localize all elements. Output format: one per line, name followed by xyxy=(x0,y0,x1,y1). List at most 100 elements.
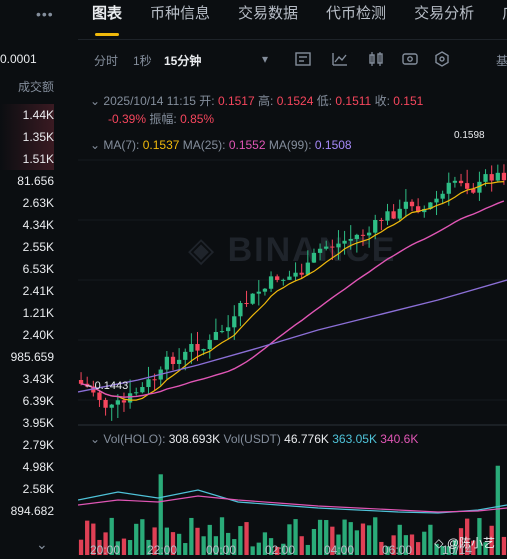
candle-body xyxy=(164,356,170,370)
vol-ma1-value: 363.05K xyxy=(332,432,377,446)
candle-body xyxy=(207,339,212,350)
volume-bar xyxy=(501,536,507,555)
candle-body xyxy=(342,240,347,244)
volume-bar xyxy=(348,522,353,555)
candle-body xyxy=(311,252,317,263)
candle-body xyxy=(317,248,323,253)
ma7-label: MA(7): xyxy=(103,138,140,152)
more-icon[interactable]: ••• xyxy=(36,6,54,22)
candle-body xyxy=(134,392,139,394)
turnover-item: 3.95K xyxy=(22,416,54,430)
candle-body xyxy=(238,303,243,317)
low-mark: ⎯ 0.1443 xyxy=(86,380,129,392)
volume-bar xyxy=(465,518,470,555)
turnover-item: 81.656 xyxy=(17,174,54,188)
candle-body xyxy=(324,246,329,249)
collapse-icon[interactable]: ⌄ xyxy=(90,138,104,152)
turnover-item: 2.79K xyxy=(22,438,54,452)
ohlc-info: ⌄ 2025/10/14 11:15 开: 0.1517 高: 0.1524 低… xyxy=(90,92,423,109)
hexagon-icon[interactable] xyxy=(433,50,451,68)
candle-body xyxy=(434,198,439,203)
low-value: 0.1511 xyxy=(335,94,372,108)
candle-body xyxy=(219,331,225,333)
turnover-item: 894.682 xyxy=(10,504,54,518)
kline-chart[interactable]: ◈ BINANCE ⌄ 2025/10/14 11:15 开: 0.1517 高… xyxy=(78,80,507,559)
candle-body xyxy=(458,180,464,184)
volume-bar xyxy=(195,527,200,555)
chevron-down-icon[interactable]: ⌄ xyxy=(36,536,48,552)
candle-body xyxy=(152,379,157,381)
volume-bar xyxy=(281,543,286,555)
candle-body xyxy=(379,219,384,221)
amp-label: 振幅: xyxy=(149,112,177,126)
candle-body xyxy=(293,272,298,277)
draw-line-icon[interactable] xyxy=(331,50,349,68)
chart-canvas[interactable] xyxy=(78,80,507,559)
candle-body xyxy=(354,234,359,239)
turnover-item: 1.35K xyxy=(0,126,54,148)
change-info: -0.39% 振幅: 0.85% xyxy=(108,110,214,127)
volume-bar xyxy=(121,538,127,555)
volume-bar xyxy=(428,524,433,555)
high-mark: 0.1598 xyxy=(454,130,485,141)
turnover-list: 1.44K 1.35K 1.51K 81.656 2.63K 4.34K 2.55K 6.53… xyxy=(0,104,54,522)
candle-body xyxy=(397,208,402,219)
share-icon: ◇ xyxy=(434,536,444,550)
volume-bar xyxy=(226,532,231,555)
tab-2[interactable]: 交易数据 xyxy=(238,5,299,22)
candle-body xyxy=(422,208,427,213)
volume-bar xyxy=(305,544,310,555)
volume-bar xyxy=(158,474,163,555)
volume-bar xyxy=(256,542,261,555)
chart-toolbar: 分时 1秒 15分钟 ▾ 基 xyxy=(78,40,507,80)
vol-ma2-line xyxy=(78,495,507,513)
volume-bar xyxy=(342,519,347,555)
volume-bar xyxy=(268,538,274,555)
tf-dropdown-icon[interactable]: ▾ xyxy=(262,52,269,66)
turnover-item: 1.51K xyxy=(0,148,54,170)
precision-value[interactable]: 0.0001 xyxy=(0,52,37,66)
volume-bar xyxy=(170,532,176,555)
volume-bar xyxy=(311,528,317,555)
candle-body xyxy=(495,172,500,181)
volume-bar xyxy=(324,520,329,555)
tab-1[interactable]: 币种信息 xyxy=(150,5,211,22)
collapse-icon[interactable]: ⌄ xyxy=(90,432,104,446)
turnover-item: 6.39K xyxy=(22,394,54,408)
tf-intraday[interactable]: 分时 xyxy=(94,54,119,68)
candle-body xyxy=(109,404,114,408)
candle-body xyxy=(391,211,396,219)
turnover-item: 2.41K xyxy=(22,284,54,298)
volume-bar xyxy=(366,525,372,555)
tab-5[interactable]: 广 xyxy=(488,0,507,39)
tab-4[interactable]: 交易分析 xyxy=(414,5,475,22)
candle-body xyxy=(373,219,378,233)
candle-body xyxy=(244,303,249,305)
settings-icon[interactable] xyxy=(401,50,419,68)
volume-bar xyxy=(238,526,243,555)
volume-bar xyxy=(127,540,133,555)
turnover-header: 成交额 xyxy=(17,80,54,94)
vol-ma1-line xyxy=(78,489,507,514)
tab-3[interactable]: 代币检测 xyxy=(326,5,387,22)
candle-body xyxy=(330,246,335,248)
indicator-icon[interactable] xyxy=(294,50,312,68)
tf-right-label[interactable]: 基 xyxy=(496,54,507,68)
turnover-item: 2.63K xyxy=(22,196,54,210)
volume-bar xyxy=(379,541,384,555)
tab-0[interactable]: 图表 xyxy=(78,0,136,39)
candle-body xyxy=(360,234,366,236)
volume-bar xyxy=(164,527,170,555)
volume-bar xyxy=(250,546,255,555)
candle-type-icon[interactable] xyxy=(367,50,385,68)
candle-body xyxy=(97,392,102,400)
ma25-line xyxy=(80,200,505,398)
volume-bar xyxy=(189,517,194,555)
open-label: 开: xyxy=(199,94,215,108)
high-label: 高: xyxy=(258,94,274,108)
candle-body xyxy=(268,276,274,289)
tf-15m[interactable]: 15分钟 xyxy=(164,54,202,68)
tf-1s[interactable]: 1秒 xyxy=(133,54,152,68)
collapse-icon[interactable]: ⌄ xyxy=(90,94,104,108)
